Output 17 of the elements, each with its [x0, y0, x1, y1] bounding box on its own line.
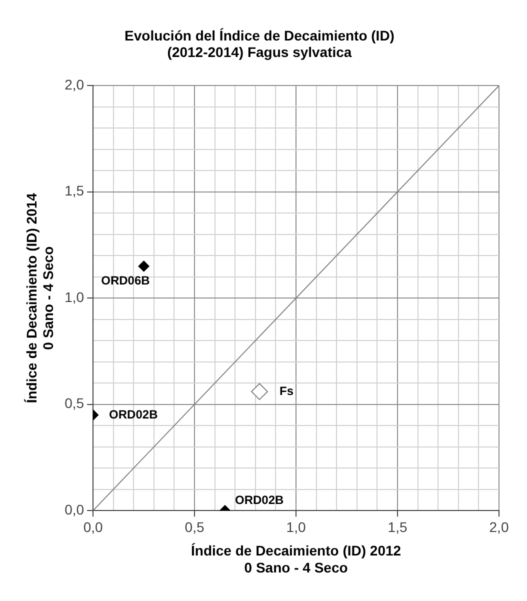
data-label: ORD06B — [101, 274, 150, 288]
y-tick-label: 0,0 — [64, 501, 84, 518]
chart-title: Evolución del Índice de Decaimiento (ID) (2012-2014) Fagus sylvatica — [124, 27, 394, 60]
y-tick-label: 0,5 — [64, 395, 84, 412]
data-label: ORD02B — [234, 492, 284, 507]
y-axis-title: Índice de Decaimiento (ID) 2014 0 Sano - 4 Seco — [23, 192, 56, 404]
x-tick-label: 0,0 — [83, 518, 104, 535]
x-tick-label: 1,5 — [388, 518, 408, 535]
x-tick-label: 0,5 — [184, 518, 204, 535]
x-tick-label: 1,0 — [286, 518, 306, 535]
data-label: Fs — [279, 384, 294, 398]
y-tick-label: 1,0 — [64, 288, 84, 305]
x-tick-label: 2,0 — [489, 518, 509, 535]
data-label: ORD02B — [109, 407, 158, 422]
y-tick-label: 1,5 — [64, 182, 84, 199]
y-tick-label: 2,0 — [64, 76, 84, 92]
x-axis-title: Índice de Decaimiento (ID) 2012 0 Sano - 4 Seco — [190, 542, 402, 576]
